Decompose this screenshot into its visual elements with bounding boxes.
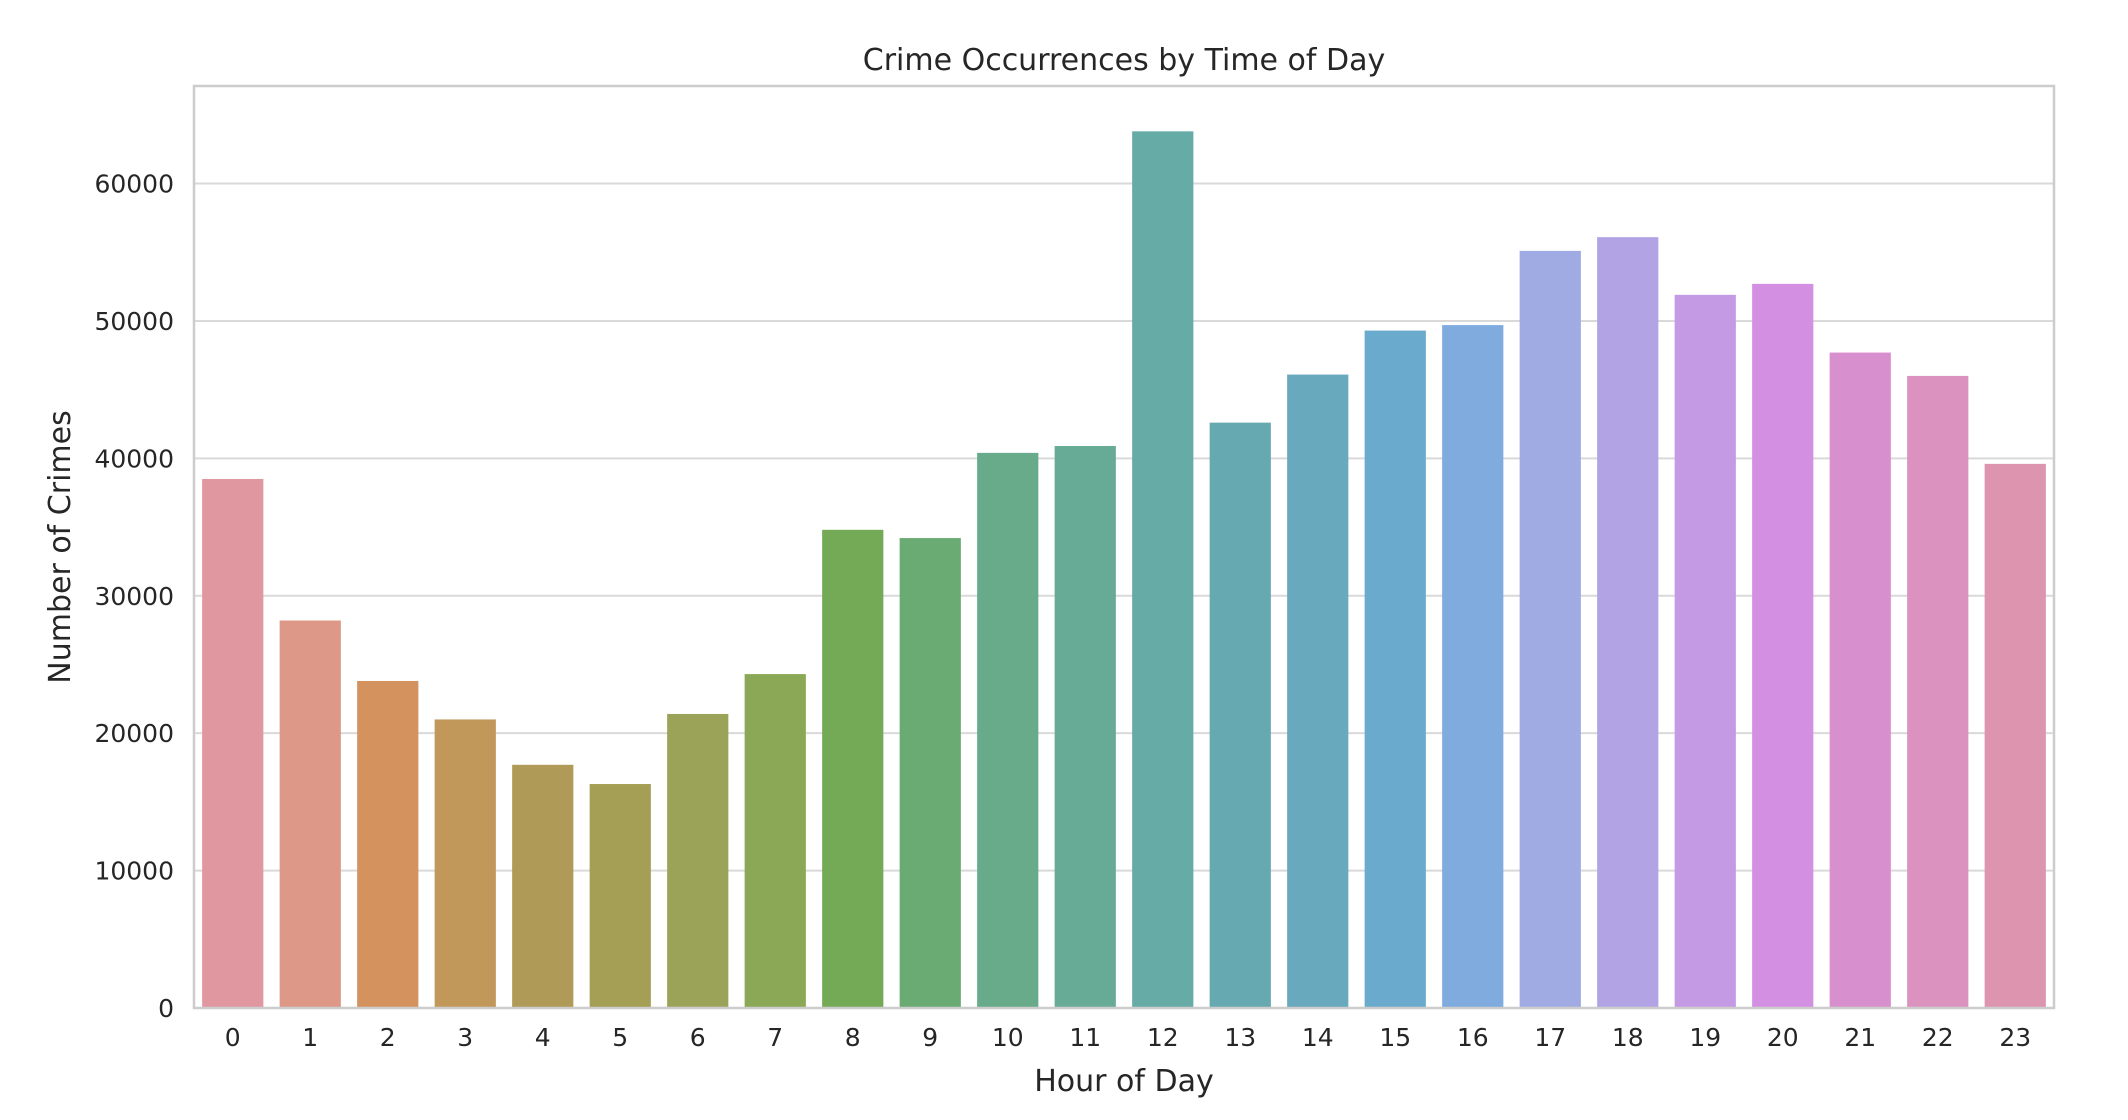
bar-hour-13 [1209,422,1271,1008]
bar-hour-11 [1054,446,1116,1008]
bar-hour-4 [512,764,574,1008]
y-tick-label: 60000 [94,170,174,199]
bar-hour-21 [1829,352,1891,1008]
y-axis-ticks: 0 10000 20000 30000 40000 50000 60000 [94,170,174,1023]
bar-hour-3 [434,719,496,1008]
y-axis-label: Number of Crimes [43,410,78,683]
bar-hour-17 [1519,250,1581,1008]
bar-hour-18 [1597,237,1659,1009]
bar-hour-2 [357,680,419,1008]
bar-hour-8 [822,529,884,1008]
y-tick-label: 40000 [94,444,174,473]
bars [202,131,2046,1009]
y-tick-label: 10000 [94,857,174,886]
bar-hour-9 [899,538,961,1008]
chart-title: Crime Occurrences by Time of Day [863,43,1386,78]
x-tick-label: 11 [1069,1023,1101,1052]
bar-hour-7 [744,674,806,1008]
bar-hour-1 [279,620,341,1008]
y-tick-label: 20000 [94,719,174,748]
x-tick-label: 12 [1147,1023,1179,1052]
plot-frame [192,84,2056,1010]
x-tick-label: 18 [1612,1023,1644,1052]
bar-hour-16 [1442,325,1504,1009]
bar-hour-15 [1364,330,1426,1008]
bar-hour-6 [667,713,729,1008]
x-axis-ticks: 0 1 2 3 4 5 6 7 8 9 10 11 12 13 14 15 16 17 18 19 20 21 22 23 [225,1023,2031,1052]
bar-hour-23 [1984,463,2046,1008]
x-axis-label: Hour of Day [1034,1064,1214,1099]
x-tick-label: 14 [1302,1023,1334,1052]
y-tick-label: 0 [158,994,174,1023]
x-tick-label: 6 [690,1023,706,1052]
x-tick-label: 20 [1767,1023,1799,1052]
x-tick-label: 10 [992,1023,1024,1052]
x-tick-label: 23 [1999,1023,2031,1052]
y-tick-label: 30000 [94,582,174,611]
y-gridlines [194,182,2054,872]
x-tick-label: 0 [225,1023,241,1052]
x-tick-label: 13 [1224,1023,1256,1052]
bar-hour-22 [1907,375,1969,1008]
bar-hour-20 [1752,283,1814,1009]
x-tick-label: 19 [1689,1023,1721,1052]
x-tick-label: 4 [535,1023,551,1052]
bar-hour-0 [202,478,264,1008]
bar-hour-5 [589,784,651,1008]
x-tick-label: 16 [1457,1023,1489,1052]
bar-hour-19 [1674,294,1736,1009]
bar-hour-12 [1132,131,1194,1009]
y-tick-label: 50000 [94,307,174,336]
x-tick-label: 8 [845,1023,861,1052]
x-tick-label: 15 [1379,1023,1411,1052]
x-tick-label: 17 [1534,1023,1566,1052]
x-tick-label: 3 [457,1023,473,1052]
bar-hour-14 [1287,374,1349,1008]
x-tick-label: 9 [922,1023,938,1052]
x-tick-label: 2 [380,1023,396,1052]
x-tick-label: 1 [302,1023,318,1052]
plot-area [194,86,2054,1008]
x-tick-label: 7 [767,1023,783,1052]
bar-hour-10 [977,452,1039,1008]
x-tick-label: 22 [1922,1023,1954,1052]
x-tick-label: 21 [1844,1023,1876,1052]
x-tick-label: 5 [612,1023,628,1052]
